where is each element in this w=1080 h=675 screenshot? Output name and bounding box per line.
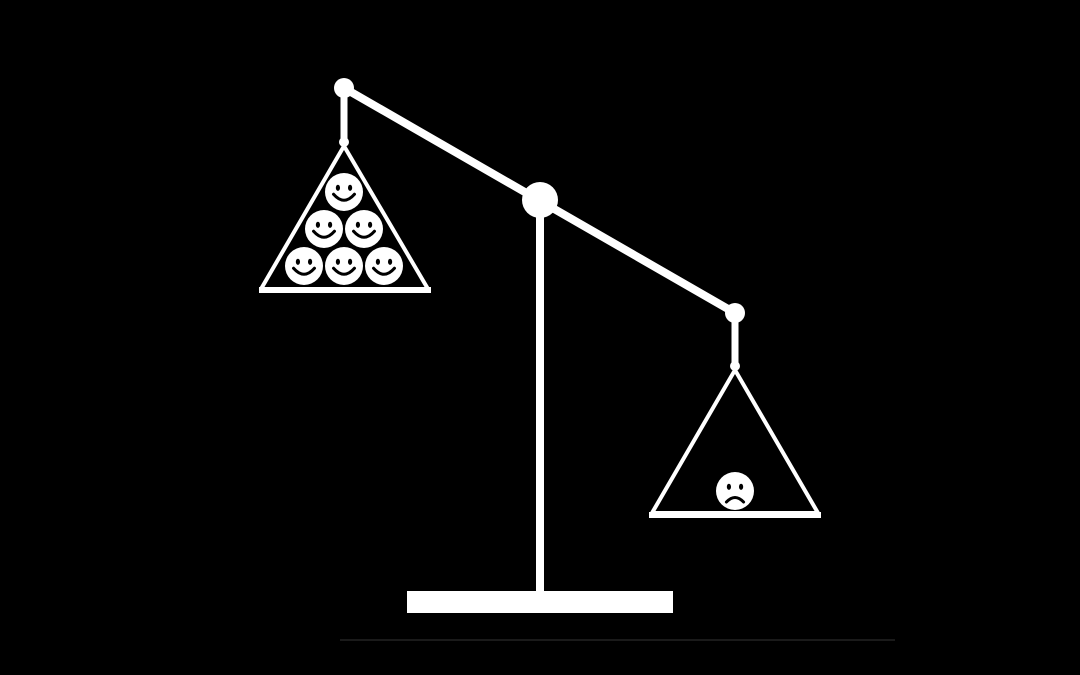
right-pan — [649, 315, 821, 518]
smiling-face-icon — [305, 210, 343, 248]
scale-pivot — [522, 182, 558, 218]
frowning-face-icon — [716, 472, 754, 510]
scale-post — [536, 200, 544, 592]
scale-base — [407, 591, 673, 613]
beam-left-end — [334, 78, 354, 98]
left-pan — [259, 90, 431, 293]
smiling-face-icon — [285, 247, 323, 285]
right-pan-faces — [716, 472, 754, 510]
smiling-face-icon — [325, 247, 363, 285]
left-pan-faces — [285, 173, 403, 285]
smiling-face-icon — [345, 210, 383, 248]
smiling-face-icon — [325, 173, 363, 211]
beam-right-end — [725, 303, 745, 323]
smiling-face-icon — [365, 247, 403, 285]
